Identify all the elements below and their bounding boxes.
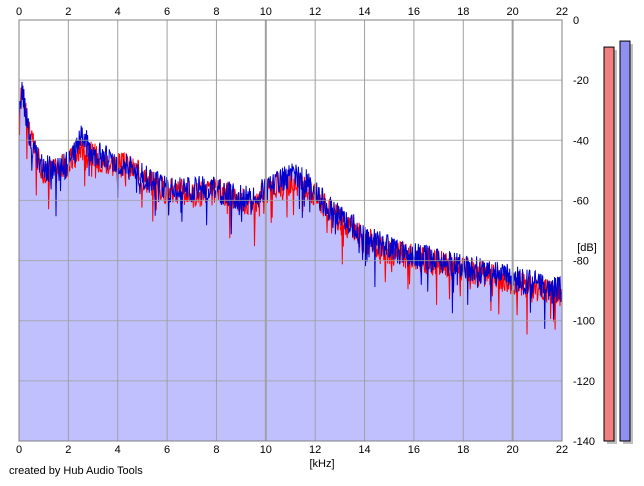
x-tick-label-top: 20	[507, 6, 519, 18]
x-tick-label-top: 8	[213, 6, 219, 18]
plot-frame	[18, 19, 563, 442]
spectrum-fill-area	[19, 81, 562, 442]
x-tick-label-bottom: 0	[16, 444, 22, 456]
x-tick-label-bottom: 16	[408, 444, 420, 456]
y-tick-label: -140	[573, 436, 595, 448]
x-tick-label-bottom: 2	[65, 444, 71, 456]
x-tick-label-top: 0	[16, 6, 22, 18]
x-tick-label-top: 16	[408, 6, 420, 18]
y-tick-label: -120	[573, 376, 595, 388]
x-axis-label: [kHz]	[309, 458, 334, 470]
x-tick-label-bottom: 18	[457, 444, 469, 456]
footer-credit: created by Hub Audio Tools	[9, 465, 143, 477]
x-tick-label-top: 22	[556, 6, 568, 18]
x-tick-label-top: 2	[65, 6, 71, 18]
y-tick-label: -20	[573, 75, 589, 87]
level-meter-left	[603, 46, 615, 442]
x-tick-label-bottom: 20	[507, 444, 519, 456]
y-axis-label: [dB]	[577, 242, 597, 254]
y-tick-label: -100	[573, 316, 595, 328]
x-tick-label-top: 12	[309, 6, 321, 18]
x-tick-label-top: 6	[164, 6, 170, 18]
y-tick-label: 0	[573, 15, 579, 27]
x-tick-label-bottom: 22	[556, 444, 568, 456]
y-tick-label: -80	[573, 256, 589, 268]
x-tick-label-bottom: 8	[213, 444, 219, 456]
x-tick-label-bottom: 4	[115, 444, 121, 456]
level-meter-right	[619, 40, 631, 442]
x-tick-label-top: 10	[260, 6, 272, 18]
x-tick-label-top: 18	[457, 6, 469, 18]
y-tick-label: -40	[573, 135, 589, 147]
x-tick-label-bottom: 6	[164, 444, 170, 456]
x-tick-label-top: 4	[115, 6, 121, 18]
x-tick-label-bottom: 10	[260, 444, 272, 456]
x-tick-label-top: 14	[358, 6, 370, 18]
x-tick-label-bottom: 14	[358, 444, 370, 456]
y-tick-label: -60	[573, 195, 589, 207]
x-tick-label-bottom: 12	[309, 444, 321, 456]
